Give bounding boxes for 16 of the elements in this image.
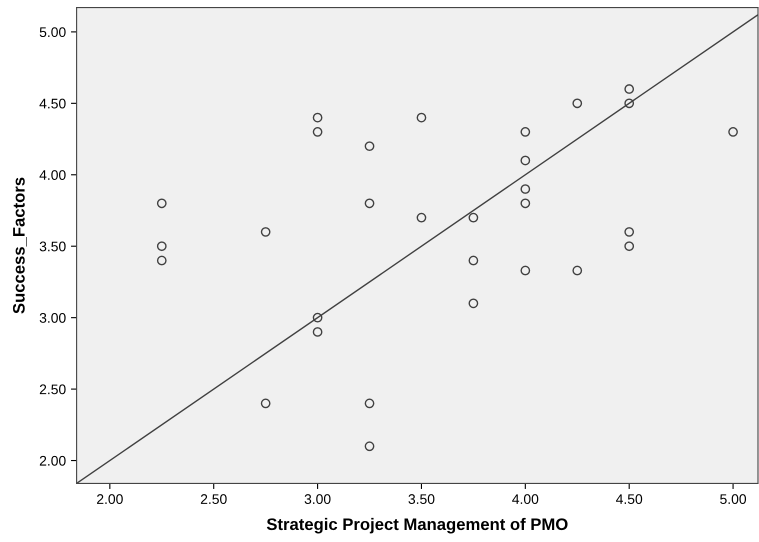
x-tick-label: 4.50 (616, 494, 642, 504)
x-tick-label: 3.50 (408, 494, 434, 504)
y-tick-label: 2.00 (40, 456, 66, 466)
y-tick-label: 3.00 (40, 312, 66, 323)
x-tick-label: 3.00 (304, 494, 331, 504)
x-axis-title: Strategic Project Management of PMO (266, 518, 568, 534)
y-tick-label: 2.50 (40, 384, 66, 394)
x-tick-label: 4.00 (512, 494, 538, 504)
y-tick-label: 3.50 (40, 242, 66, 252)
x-tick-label: 5.00 (720, 494, 746, 504)
y-tick-label: 4.00 (39, 170, 66, 180)
y-tick-label: 4.50 (39, 98, 66, 108)
y-tick-label: 5.00 (40, 27, 66, 38)
x-tick-label: 2.50 (200, 494, 227, 504)
x-tick-label: 2.00 (97, 494, 123, 504)
y-axis-title: Success_Factors (12, 178, 27, 314)
